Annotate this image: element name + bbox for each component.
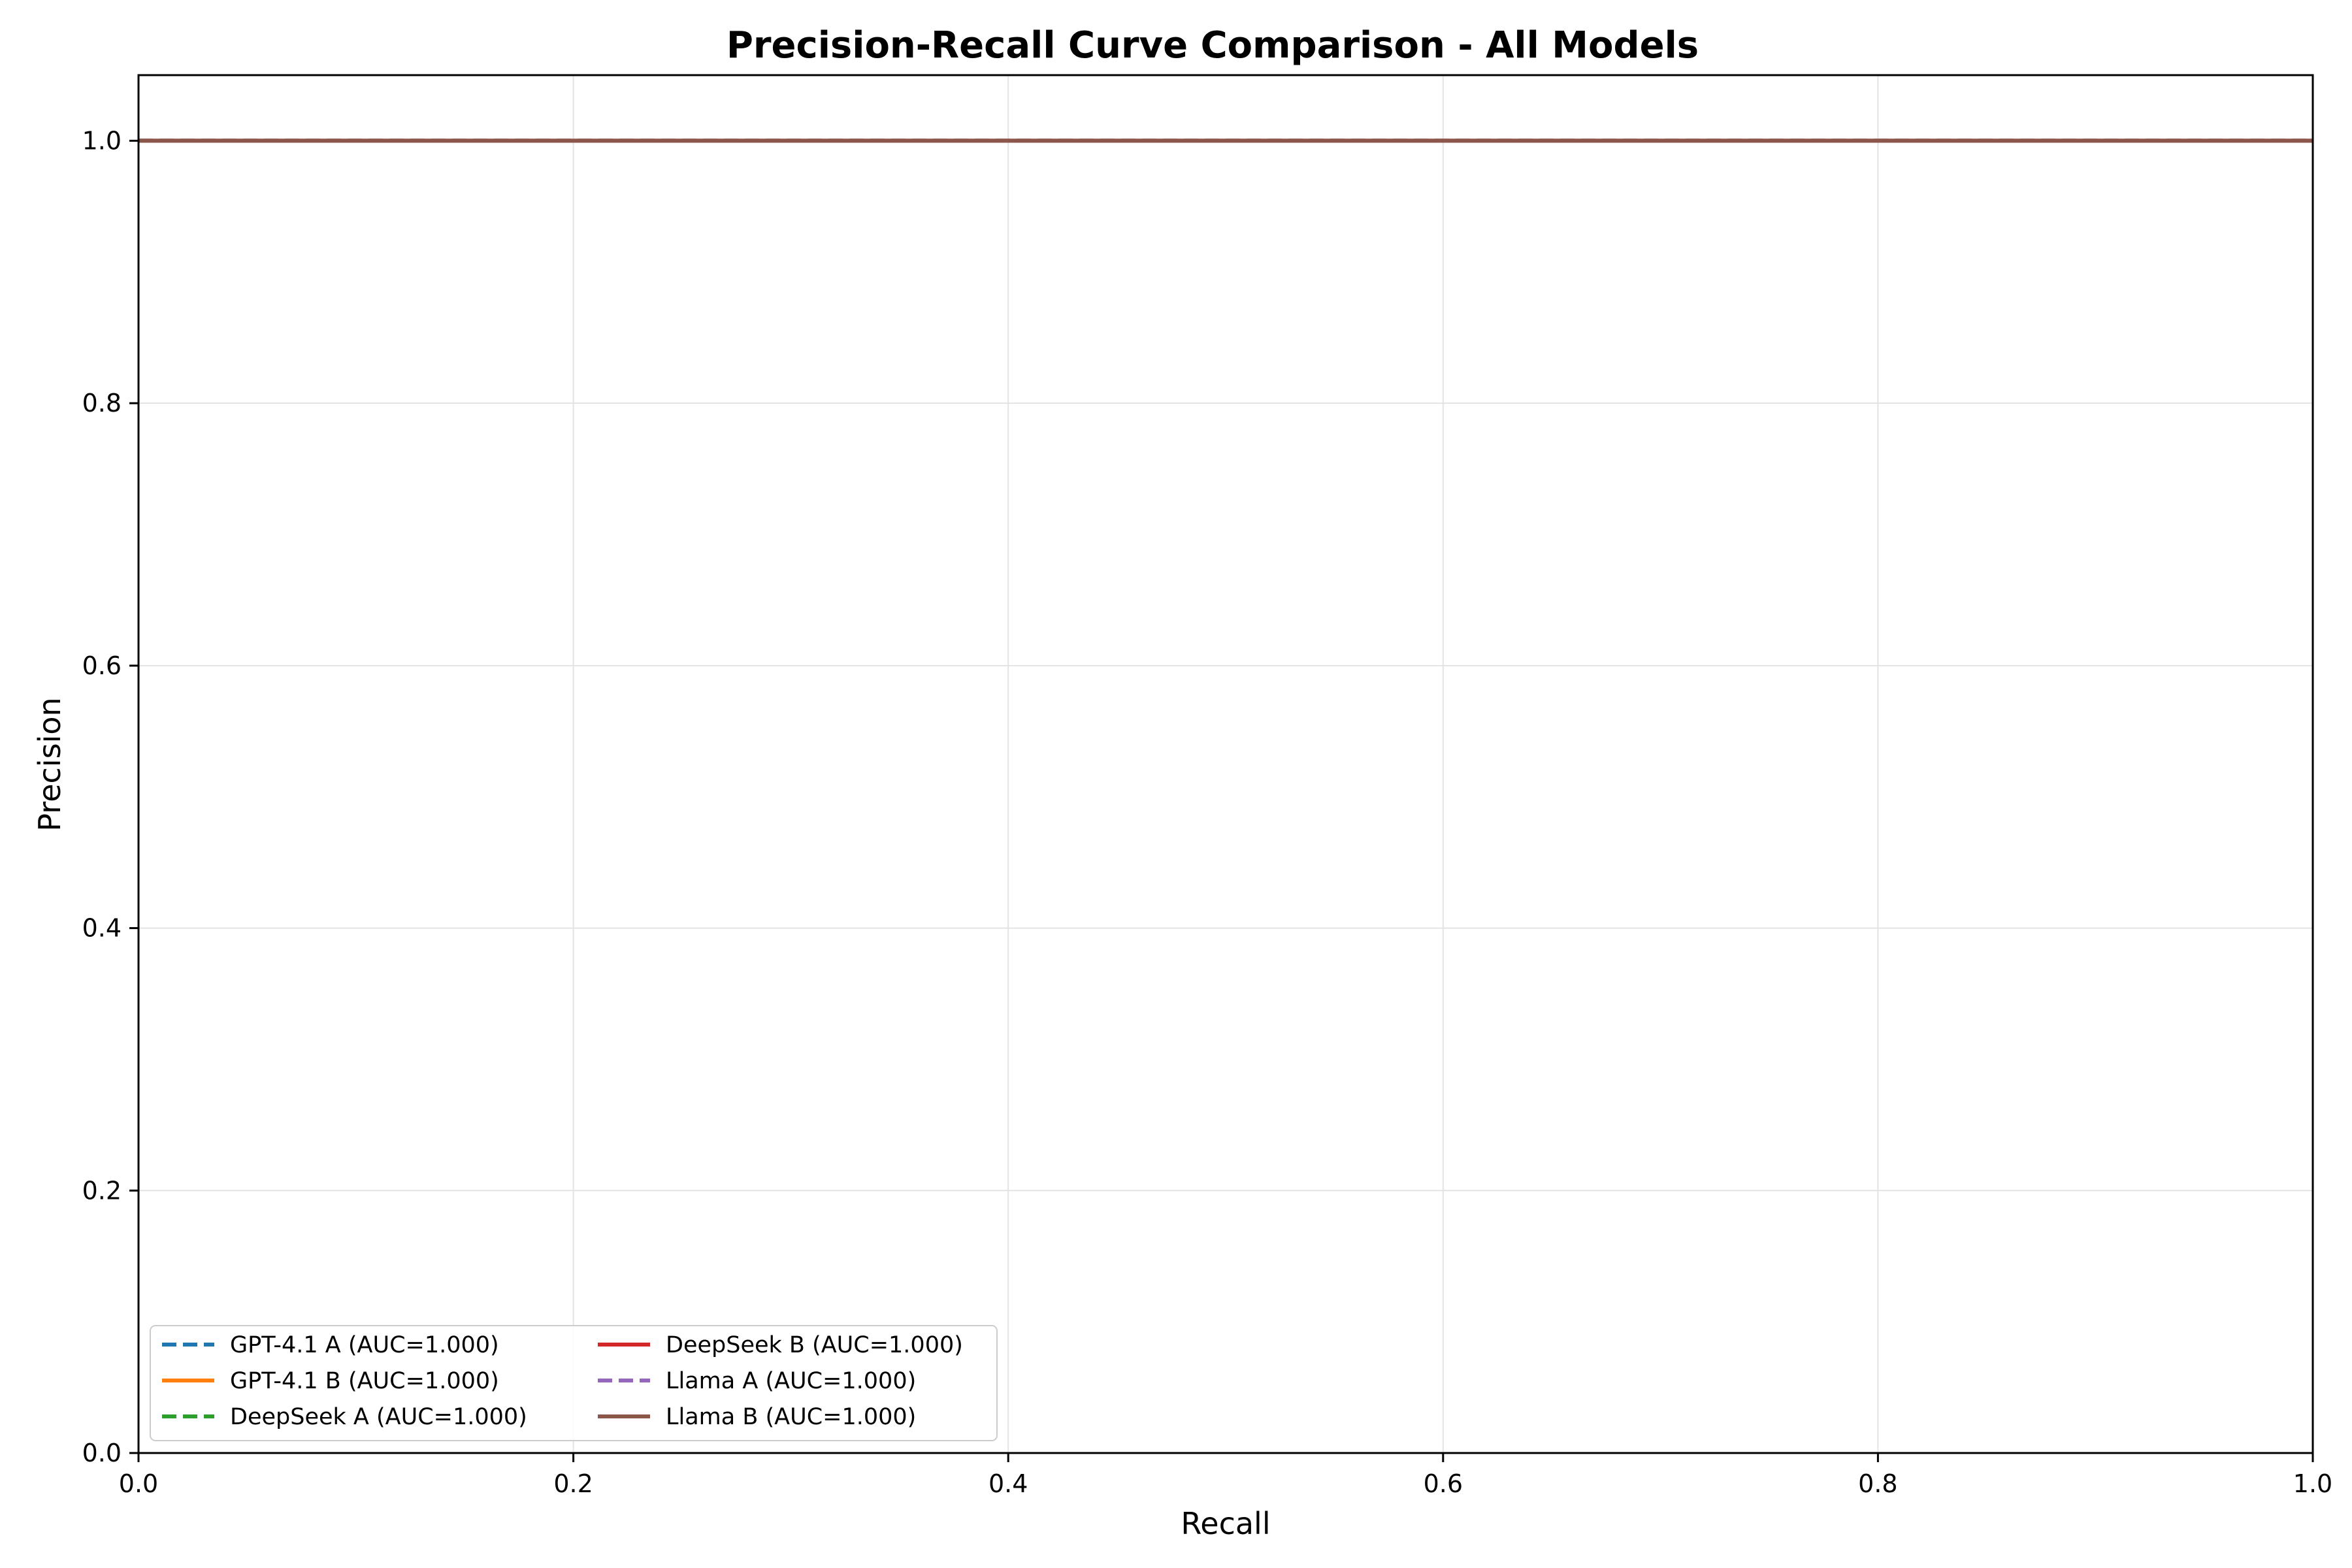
grid-lines — [138, 75, 2313, 1454]
x-axis: 0.0 0.2 0.4 0.6 0.8 1.0 — [119, 1453, 2332, 1498]
y-tick-label: 0.8 — [82, 389, 122, 417]
x-tick-label: 0.2 — [553, 1469, 593, 1498]
y-tick-label: 0.0 — [82, 1439, 122, 1467]
x-tick-label: 0.6 — [1424, 1469, 1463, 1498]
y-tick-label: 0.4 — [82, 914, 122, 943]
legend-entry: Llama B (AUC=1.000) — [666, 1404, 916, 1430]
legend-entry: GPT-4.1 A (AUC=1.000) — [230, 1332, 499, 1358]
y-axis-label: Precision — [32, 697, 67, 831]
plot-frame — [137, 74, 2314, 1454]
legend-entry: DeepSeek A (AUC=1.000) — [230, 1404, 527, 1430]
legend: GPT-4.1 A (AUC=1.000) GPT-4.1 B (AUC=1.00… — [150, 1325, 998, 1441]
chart-title: Precision-Recall Curve Comparison - All … — [727, 24, 1699, 67]
legend-box — [150, 1325, 998, 1441]
legend-entry: Llama A (AUC=1.000) — [666, 1368, 916, 1394]
x-tick-label: 1.0 — [2293, 1469, 2332, 1498]
x-tick-label: 0.8 — [1858, 1469, 1897, 1498]
x-tick-label: 0.0 — [119, 1469, 158, 1498]
x-axis-label: Recall — [1181, 1506, 1270, 1541]
y-tick-label: 0.2 — [82, 1176, 122, 1205]
legend-entry: DeepSeek B (AUC=1.000) — [666, 1332, 963, 1358]
y-axis: 0.0 0.2 0.4 0.6 0.8 1.0 — [82, 126, 139, 1467]
y-tick-label: 1.0 — [82, 126, 122, 155]
x-tick-label: 0.4 — [988, 1469, 1028, 1498]
y-tick-label: 0.6 — [82, 651, 122, 680]
legend-entry: GPT-4.1 B (AUC=1.000) — [230, 1368, 499, 1394]
